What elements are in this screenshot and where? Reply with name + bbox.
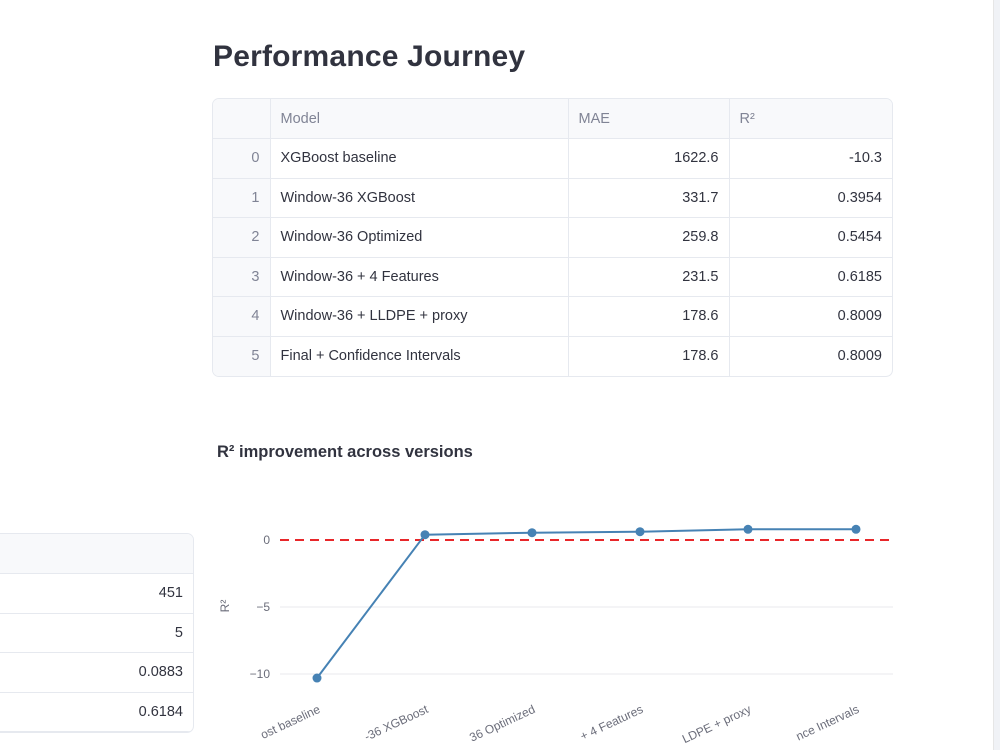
table-row: 1 Window-36 XGBoost 331.7 0.3954 bbox=[213, 178, 892, 218]
column-header-model[interactable]: Model bbox=[270, 99, 569, 139]
table-header-row: Model MAE R² bbox=[213, 99, 892, 139]
mae-cell[interactable]: 259.8 bbox=[568, 217, 730, 258]
r2-cell[interactable]: 0.8009 bbox=[837, 348, 882, 364]
x-tick-label: LDPE + proxy bbox=[680, 702, 753, 746]
data-point[interactable] bbox=[851, 524, 861, 534]
model-cell[interactable]: Final + Confidence Intervals bbox=[270, 336, 569, 376]
row-index: 3 bbox=[213, 257, 271, 297]
row-index: 2 bbox=[213, 217, 271, 258]
column-header-index[interactable] bbox=[213, 99, 271, 139]
y-tick-label: −5 bbox=[256, 600, 270, 614]
mae-cell[interactable]: 1622.6 bbox=[568, 138, 730, 179]
model-cell[interactable]: XGBoost baseline bbox=[270, 138, 569, 179]
side-table-header bbox=[0, 534, 193, 574]
column-header-mae[interactable]: MAE bbox=[568, 99, 730, 139]
row-index: 4 bbox=[213, 296, 271, 337]
side-table-cell[interactable]: 5 bbox=[0, 614, 193, 653]
side-table-cell[interactable]: 0.6184 bbox=[0, 693, 193, 732]
performance-table: Model MAE R² 0 XGBoost baseline 1622.6 -… bbox=[212, 98, 893, 377]
model-cell[interactable]: Window-36 Optimized bbox=[270, 217, 569, 258]
table-row: 5 Final + Confidence Intervals 178.6 0.8… bbox=[213, 336, 892, 376]
r2-line-chart[interactable]: 0 −5 −10 R² ost baseline -36 XGBoost 36 Optimi… bbox=[205, 500, 905, 750]
side-table-cell[interactable]: 451 bbox=[0, 574, 193, 614]
r2-cell[interactable]: 0.3954 bbox=[729, 178, 892, 218]
mae-cell[interactable]: 178.6 bbox=[568, 336, 730, 376]
model-cell[interactable]: Window-36 + LLDPE + proxy bbox=[270, 296, 569, 337]
table-row: 4 Window-36 + LLDPE + proxy 178.6 0.8009 bbox=[213, 296, 892, 337]
column-header-r2[interactable]: R² bbox=[729, 99, 892, 139]
data-point[interactable] bbox=[312, 673, 322, 683]
scrollbar-track[interactable] bbox=[993, 0, 1000, 750]
x-tick-label: ost baseline bbox=[258, 702, 322, 742]
data-point[interactable] bbox=[635, 527, 645, 537]
y-axis-label: R² bbox=[218, 600, 232, 613]
data-point[interactable] bbox=[527, 528, 537, 538]
page-title: Performance Journey bbox=[213, 40, 526, 73]
series-line bbox=[316, 528, 856, 679]
data-point[interactable] bbox=[420, 530, 430, 540]
table-row: 2 Window-36 Optimized 259.8 0.5454 bbox=[213, 217, 892, 258]
r2-cell[interactable]: -10.3 bbox=[729, 138, 892, 179]
r2-cell[interactable]: 0.8009 bbox=[729, 296, 892, 337]
side-table-cell[interactable]: 0.0883 bbox=[0, 653, 193, 693]
x-tick-label: + 4 Features bbox=[578, 702, 645, 743]
side-table: 451 5 0.0883 0.6184 bbox=[0, 533, 194, 733]
x-tick-label: -36 XGBoost bbox=[362, 702, 431, 744]
mae-cell[interactable]: 231.5 bbox=[568, 257, 730, 297]
data-point[interactable] bbox=[743, 524, 753, 534]
chart-title: R² improvement across versions bbox=[217, 443, 473, 461]
mae-cell[interactable]: 331.7 bbox=[568, 178, 730, 218]
x-tick-label: 36 Optimized bbox=[467, 702, 537, 745]
row-index: 5 bbox=[213, 336, 271, 376]
r2-cell[interactable]: 0.5454 bbox=[729, 217, 892, 258]
table-row: 3 Window-36 + 4 Features 231.5 0.6185 bbox=[213, 257, 892, 297]
y-tick-label: −10 bbox=[250, 667, 271, 681]
row-index: 1 bbox=[213, 178, 271, 218]
x-tick-label: nce Intervals bbox=[794, 702, 862, 743]
table-row: 0 XGBoost baseline 1622.6 -10.3 bbox=[213, 138, 892, 179]
model-cell[interactable]: Window-36 + 4 Features bbox=[270, 257, 569, 297]
model-cell[interactable]: Window-36 XGBoost bbox=[270, 178, 569, 218]
r2-cell[interactable]: 0.6185 bbox=[729, 257, 892, 297]
row-index: 0 bbox=[213, 138, 271, 179]
mae-cell[interactable]: 178.6 bbox=[568, 296, 730, 337]
y-tick-label: 0 bbox=[263, 533, 270, 547]
